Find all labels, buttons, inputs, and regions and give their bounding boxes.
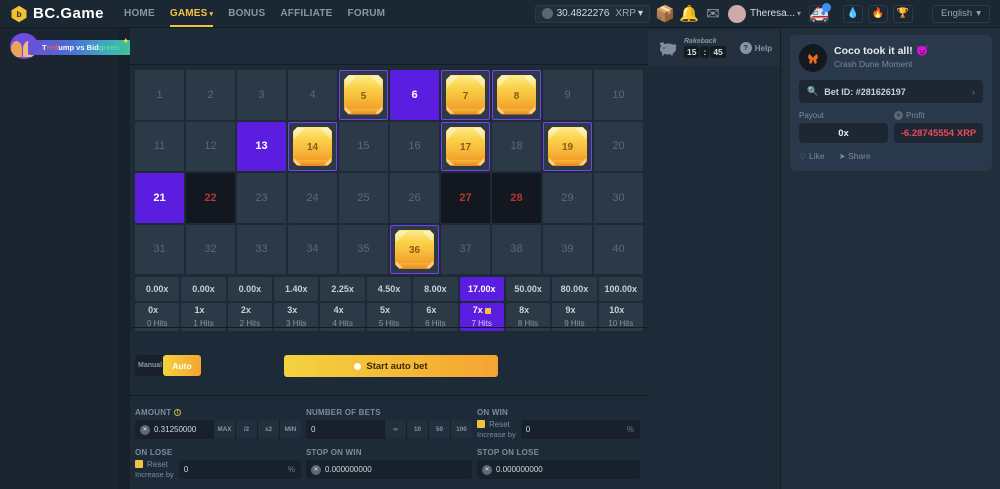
svg-text:b: b xyxy=(16,10,21,19)
